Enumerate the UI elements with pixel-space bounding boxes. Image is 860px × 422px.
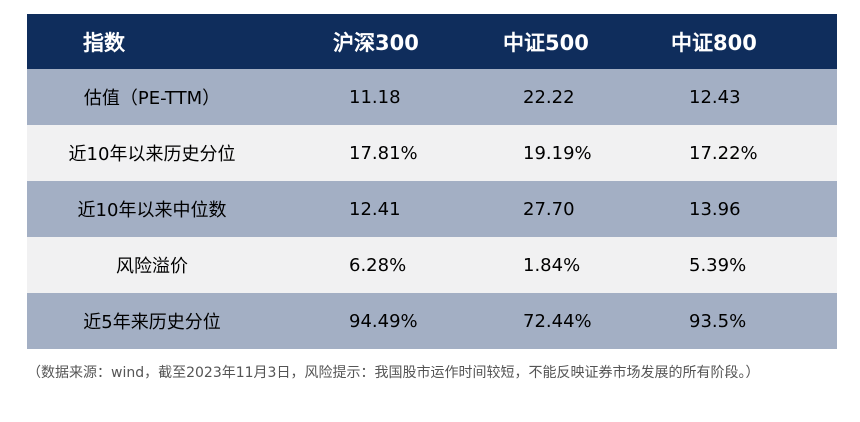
row-label: 近5年来历史分位 xyxy=(83,312,221,333)
table-row: 近10年以来历史分位 17.81% 19.19% 17.22% xyxy=(27,125,837,181)
cell-csi500: 72.44% xyxy=(523,310,592,332)
table-row: 近5年来历史分位 94.49% 72.44% 93.5% xyxy=(27,293,837,349)
cell-csi300: 11.18 xyxy=(349,86,401,108)
cell-csi800: 17.22% xyxy=(689,142,758,164)
cell-csi300: 12.41 xyxy=(349,198,401,220)
cell-csi800: 93.5% xyxy=(689,310,747,332)
valuation-table: 指数 沪深300 中证500 中证800 估值（PE-TTM） 11.18 22… xyxy=(27,14,837,349)
cell-csi800: 12.43 xyxy=(689,86,741,108)
table-row: 估值（PE-TTM） 11.18 22.22 12.43 xyxy=(27,69,837,125)
header-index: 指数 xyxy=(83,30,125,55)
cell-csi500: 27.70 xyxy=(523,198,575,220)
cell-csi300: 6.28% xyxy=(349,254,407,276)
cell-csi500: 1.84% xyxy=(523,254,581,276)
cell-csi800: 5.39% xyxy=(689,254,747,276)
cell-csi300: 17.81% xyxy=(349,142,418,164)
cell-csi500: 19.19% xyxy=(523,142,592,164)
source-footnote: （数据来源：wind，截至2023年11月3日，风险提示：我国股市运作时间较短，… xyxy=(27,365,760,381)
cell-csi800: 13.96 xyxy=(689,198,741,220)
table-header-row: 指数 沪深300 中证500 中证800 xyxy=(27,14,837,69)
header-csi300: 沪深300 xyxy=(333,30,419,55)
table-row: 风险溢价 6.28% 1.84% 5.39% xyxy=(27,237,837,293)
table-row: 近10年以来中位数 12.41 27.70 13.96 xyxy=(27,181,837,237)
row-label: 风险溢价 xyxy=(116,256,188,277)
row-label: 估值（PE-TTM） xyxy=(83,88,221,109)
cell-csi300: 94.49% xyxy=(349,310,418,332)
header-csi500: 中证500 xyxy=(503,30,589,55)
header-csi800: 中证800 xyxy=(671,30,757,55)
row-label: 近10年以来历史分位 xyxy=(68,144,236,165)
row-label: 近10年以来中位数 xyxy=(77,200,227,221)
cell-csi500: 22.22 xyxy=(523,86,575,108)
